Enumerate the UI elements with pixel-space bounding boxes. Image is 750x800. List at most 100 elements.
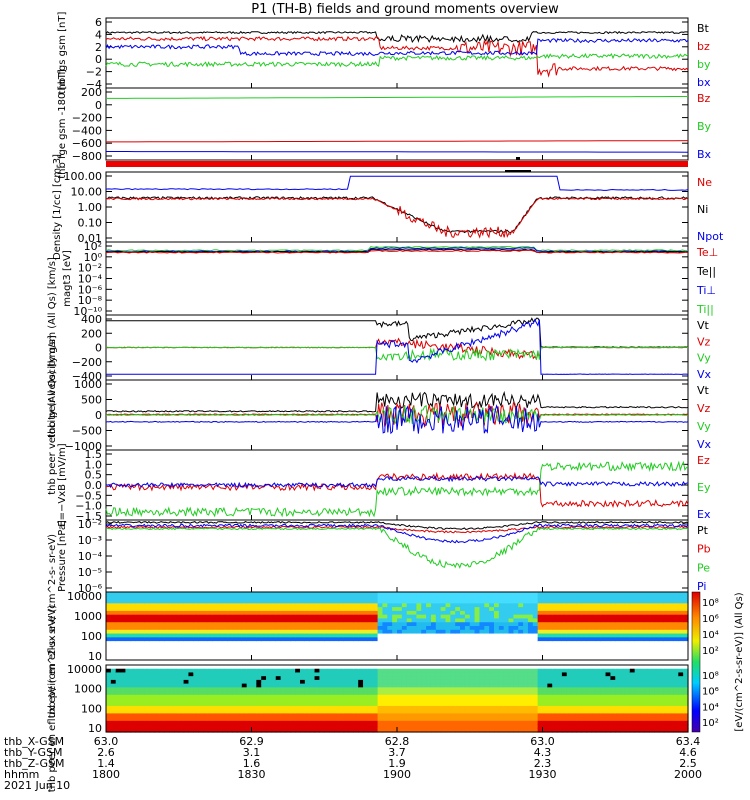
spectrogram-cell — [372, 709, 379, 714]
spectrogram-cell — [164, 614, 170, 620]
spectrogram-cell — [232, 629, 238, 635]
spectrogram-cell — [295, 683, 301, 688]
spectrogram-cell — [324, 633, 330, 638]
spectrogram-cell — [106, 672, 112, 677]
spectrogram-cell — [654, 665, 660, 670]
spectrogram-cell — [673, 713, 679, 718]
spectrogram-cell — [552, 618, 558, 623]
spectrogram-cell — [663, 728, 670, 733]
spectrogram-cell — [212, 626, 219, 631]
spectrogram-cell — [595, 709, 602, 714]
spectrogram-cell — [169, 694, 175, 700]
spectrogram-cell — [649, 652, 655, 657]
spectrogram-cell — [392, 691, 398, 696]
spectrogram-cell — [586, 652, 592, 657]
spectrogram-cell — [392, 672, 398, 677]
spectrogram-cell — [193, 595, 199, 601]
spectrogram-cell — [576, 633, 582, 638]
spectrogram-cell — [329, 683, 335, 688]
spectrogram-cell — [595, 603, 602, 608]
spectrogram-cell — [561, 592, 568, 597]
spectrogram-cell — [634, 672, 641, 677]
spectrogram-cell — [440, 705, 447, 711]
spectrogram-cell — [120, 724, 126, 729]
spectrogram-cell — [489, 603, 495, 608]
spectrogram-cell — [479, 637, 485, 642]
spectrogram-cell — [270, 648, 277, 654]
spectrogram-cell — [232, 694, 238, 700]
spectrogram-cell — [440, 633, 447, 638]
spectrogram-cell — [183, 705, 190, 711]
spectrogram-cell — [542, 652, 548, 657]
spectrogram-cell — [576, 652, 582, 657]
spectrogram-cell — [401, 728, 408, 733]
spectrogram-cell — [261, 633, 267, 638]
spectrogram-cell — [392, 676, 398, 681]
spectrogram-cell — [377, 618, 384, 623]
spectrogram-cell — [527, 720, 534, 726]
spectrogram-cell — [232, 702, 238, 707]
spectrogram-cell — [164, 644, 170, 650]
spectrogram-cell — [372, 644, 379, 650]
spectrogram-cell — [620, 641, 626, 646]
spectrogram-cell — [212, 641, 219, 646]
spectrogram-cell — [372, 610, 379, 616]
spectrogram-cell — [610, 694, 616, 700]
spectrogram-cell — [600, 702, 607, 707]
spectrogram-cell — [333, 709, 340, 714]
spectrogram-cell — [624, 614, 631, 620]
spectrogram-cell — [198, 652, 204, 657]
spectrogram-cell — [654, 720, 660, 726]
spectrogram-cell — [324, 668, 330, 674]
spectrogram-cell — [581, 603, 587, 608]
spectrogram-cell — [557, 687, 563, 692]
spectrogram-cell — [144, 633, 151, 638]
spectrogram-cell — [571, 728, 578, 733]
spectrogram-cell — [595, 592, 602, 597]
spectrogram-cell — [377, 641, 384, 646]
spectrogram-cell — [673, 622, 679, 627]
spectrogram-cell — [343, 652, 350, 657]
spectrogram-cell — [363, 644, 369, 650]
spectrogram-cell — [639, 698, 645, 703]
spectrogram-cell — [561, 728, 568, 733]
spectrogram-cell — [149, 713, 156, 718]
spectrogram-cell — [338, 648, 345, 654]
spectrogram-cell — [644, 665, 650, 670]
spectrogram-cell — [333, 629, 340, 635]
spectrogram-cell — [518, 652, 524, 657]
spectrogram-cell — [241, 676, 248, 681]
spectrogram-cell — [183, 694, 190, 700]
spectrogram-cell — [159, 694, 165, 700]
spectrogram-cell — [532, 665, 539, 670]
legend-vz: Vz — [697, 335, 711, 348]
spectrogram-cell — [290, 687, 296, 692]
spectrogram-cell — [203, 679, 209, 685]
spectrogram-cell — [498, 614, 505, 620]
spectrogram-cell — [135, 626, 141, 631]
spectrogram-cell — [193, 687, 199, 692]
spectrogram-cell — [232, 698, 238, 703]
spectrogram-cell — [392, 603, 398, 608]
spectrogram-cell — [440, 728, 447, 733]
spectrogram-cell — [363, 691, 369, 696]
spectrogram-cell — [387, 728, 393, 733]
spectrogram-cell — [324, 713, 330, 718]
spectrogram-cell — [460, 676, 466, 681]
spectrogram-cell — [333, 603, 340, 608]
spectrogram-cell — [624, 603, 631, 608]
spectrogram-cell — [401, 637, 408, 642]
spectrogram-cell — [663, 641, 670, 646]
spectrogram-cell — [673, 709, 679, 714]
spectrogram-cell — [571, 637, 578, 642]
spectrogram-cell — [678, 728, 684, 733]
spectrogram-cell — [387, 622, 393, 627]
spectrogram-cell — [314, 648, 320, 654]
spectrogram-cell — [634, 687, 641, 692]
spectrogram-cell — [634, 717, 641, 722]
spectrogram-cell — [624, 724, 631, 729]
spectrogram-cell — [649, 717, 655, 722]
spectrogram-cell — [542, 595, 548, 601]
spectrogram-cell — [649, 618, 655, 623]
spectrogram-cell — [683, 679, 689, 685]
